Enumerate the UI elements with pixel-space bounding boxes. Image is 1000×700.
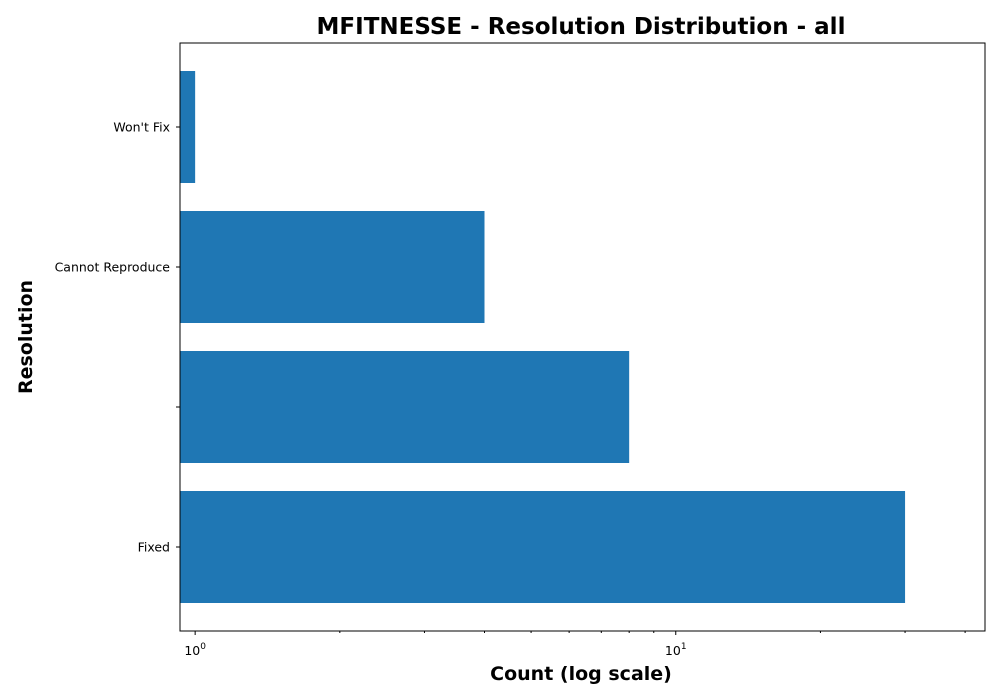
y-tick-label: Cannot Reproduce (55, 260, 171, 275)
x-tick-label: 101 (665, 642, 687, 658)
x-tick-label: 100 (184, 642, 206, 658)
y-tick-label: Won't Fix (113, 120, 170, 135)
y-axis-ticks: Fixed Cannot Reproduce Won't Fix (55, 120, 180, 555)
bar (180, 351, 629, 463)
bar (180, 71, 195, 183)
x-axis-ticks: 100 101 (184, 631, 965, 658)
y-tick-label: Fixed (138, 540, 170, 555)
bar (180, 491, 905, 603)
bars-group (180, 71, 905, 603)
y-axis-label: Resolution (15, 280, 37, 394)
x-axis-label: Count (log scale) (490, 663, 672, 685)
chart-title: MFITNESSE - Resolution Distribution - al… (317, 14, 846, 40)
bar (180, 211, 485, 323)
